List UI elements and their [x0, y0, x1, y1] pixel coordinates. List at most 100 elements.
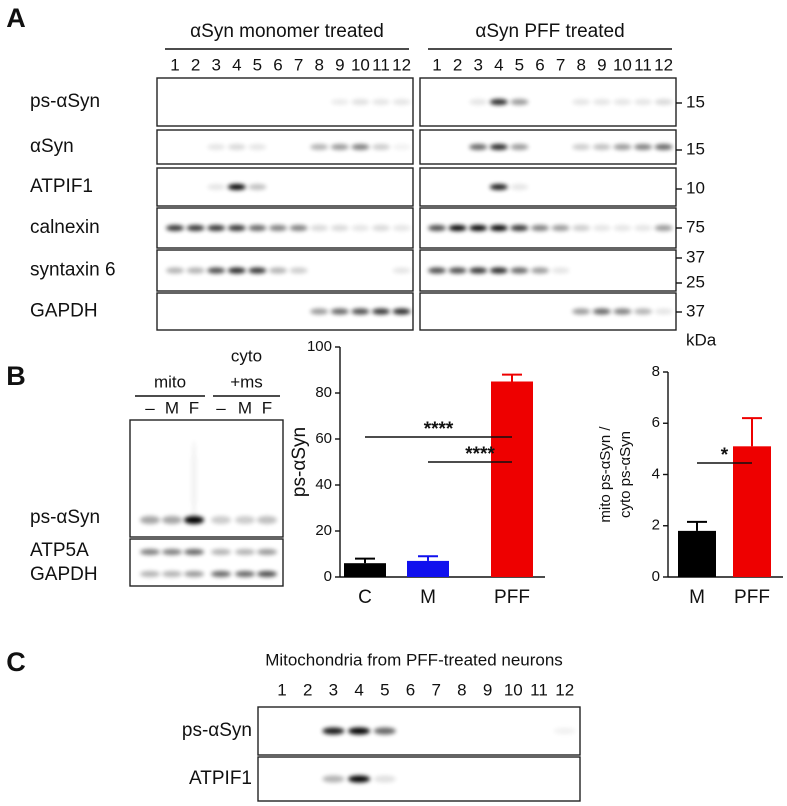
lane-number: 4: [494, 55, 503, 74]
row-label: GAPDH: [30, 564, 98, 585]
band: [613, 225, 632, 231]
band: [330, 308, 349, 315]
group-title: αSyn PFF treated: [475, 21, 624, 42]
band: [392, 144, 411, 150]
band: [469, 267, 488, 274]
lane-number: 8: [576, 55, 585, 74]
band: [489, 267, 508, 274]
band: [351, 99, 370, 105]
lane-number: 6: [406, 680, 415, 699]
marker-label: 15: [686, 92, 705, 111]
band: [162, 516, 182, 524]
marker-label: 15: [686, 139, 705, 158]
band: [227, 267, 246, 274]
lane-number: 12: [654, 55, 673, 74]
blot: [419, 167, 677, 207]
group-title: mito: [154, 372, 186, 391]
marker-label: 75: [686, 217, 705, 236]
y-tick-label: 0: [324, 568, 332, 585]
row-label: αSyn: [30, 136, 74, 157]
lane-number: 1: [277, 680, 286, 699]
lane-label: M: [165, 398, 179, 417]
x-tick-label: M: [420, 587, 436, 608]
group-title: +ms: [230, 372, 263, 391]
lane-number: 11: [634, 55, 652, 74]
band: [248, 267, 267, 274]
band: [289, 267, 308, 274]
y-axis-label: cyto ps-αSyn: [617, 431, 634, 518]
band: [269, 225, 287, 231]
band: [162, 571, 182, 577]
band: [351, 308, 370, 315]
band: [392, 308, 411, 315]
y-tick-label: 40: [315, 476, 332, 493]
band: [592, 308, 611, 315]
unit-label: kDa: [686, 330, 717, 349]
blot: [156, 292, 414, 331]
band: [248, 184, 267, 190]
band: [531, 225, 549, 231]
band: [351, 144, 370, 150]
marker-label: 25: [686, 272, 705, 291]
band: [310, 144, 329, 150]
blot: [156, 167, 414, 207]
panel-label: A: [6, 3, 26, 33]
x-tick-label: C: [358, 587, 372, 608]
y-axis-label: ps-αSyn: [289, 427, 310, 497]
band: [510, 99, 529, 105]
x-tick-label: PFF: [494, 587, 530, 608]
band: [248, 144, 267, 150]
lane-number: 5: [515, 55, 524, 74]
lane-number: 9: [483, 680, 492, 699]
panel-label: B: [6, 361, 26, 391]
lane-number: 4: [354, 680, 363, 699]
lane-number: 9: [597, 55, 606, 74]
band: [166, 225, 184, 231]
lane-label: M: [238, 398, 252, 417]
band: [613, 308, 632, 315]
band: [613, 144, 632, 150]
band: [372, 225, 390, 231]
band: [372, 144, 390, 150]
row-label: syntaxin 6: [30, 260, 116, 281]
significance-label: ****: [424, 419, 454, 440]
band: [310, 308, 329, 315]
band: [634, 144, 652, 150]
band: [654, 144, 673, 150]
band: [348, 727, 371, 735]
band: [510, 225, 529, 231]
lane-number: 12: [555, 680, 574, 699]
lane-number: 5: [253, 55, 262, 74]
lane-number: 5: [380, 680, 389, 699]
panel-label: C: [6, 647, 26, 677]
lane-number: 2: [453, 55, 462, 74]
lane-number: 10: [351, 55, 370, 74]
band: [392, 267, 411, 274]
bar: [344, 563, 386, 577]
lane-number: 3: [329, 680, 338, 699]
band: [392, 225, 411, 231]
bar: [407, 560, 449, 577]
band: [551, 225, 570, 231]
significance-label: ****: [465, 444, 495, 465]
blot: [257, 756, 581, 802]
y-tick-label: 80: [315, 384, 332, 401]
band: [166, 267, 184, 274]
marker-label: 10: [686, 178, 705, 197]
lane-number: 4: [232, 55, 241, 74]
panel-title: Mitochondria from PFF-treated neurons: [265, 650, 563, 669]
band: [489, 144, 508, 150]
y-tick-label: 100: [307, 338, 332, 355]
band: [551, 267, 570, 274]
lane-number: 3: [473, 55, 482, 74]
band: [207, 184, 226, 190]
band: [235, 549, 255, 555]
band: [211, 516, 231, 524]
band: [489, 184, 508, 190]
band: [428, 225, 446, 231]
band: [592, 144, 611, 150]
band: [227, 144, 246, 150]
lane-number: 2: [303, 680, 312, 699]
band: [235, 571, 255, 577]
lane-number: 6: [535, 55, 544, 74]
